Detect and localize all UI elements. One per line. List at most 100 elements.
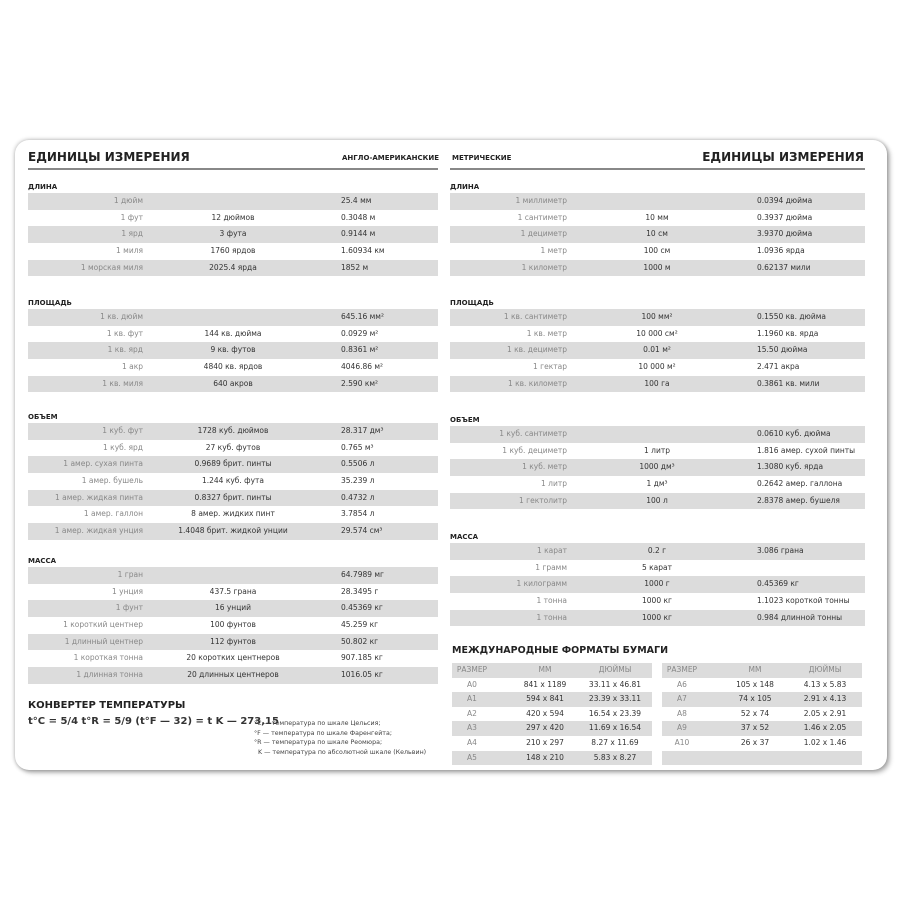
paper-cell: 52 x 74 <box>740 708 770 718</box>
paper-header-cell: ММ <box>748 665 762 674</box>
metric-cell: 0.0929 м² <box>341 328 379 338</box>
conversion-table: 1 карат 0.2 г 3.086 грана 1 грамм 5 карат 1 к… <box>450 543 865 627</box>
metric-cell: 0.5506 л <box>341 459 375 469</box>
table-row: 1 кв. фут 144 кв. дюйма 0.0929 м² <box>28 326 438 343</box>
unit-cell: 1 куб. фут <box>102 426 143 435</box>
unit-cell: 1 тонна <box>536 612 567 622</box>
paper-row: A6 105 x 148 4.13 x 5.83 <box>662 678 862 693</box>
equivalent-cell: 0.01 м² <box>643 345 671 355</box>
equivalent-cell: 5 карат <box>641 562 672 572</box>
left-subtitle: АНГЛО-АМЕРИКАНСКИЕ <box>341 154 439 162</box>
equivalent-cell: 4840 кв. ярдов <box>203 362 263 372</box>
table-row: 1 сантиметр 10 мм 0.3937 дюйма <box>450 210 865 227</box>
unit-cell: 1 амер. бушель <box>81 476 143 486</box>
paper-row: A3 297 x 420 11.69 x 16.54 <box>452 721 652 736</box>
paper-cell: 37 x 52 <box>740 723 770 733</box>
unit-cell: 1 кв. километр <box>507 378 567 388</box>
unit-cell: 1 амер. сухая пинта <box>63 459 143 469</box>
metric-cell: 1.3080 куб. ярда <box>757 462 824 472</box>
table-row: 1 куб. сантиметр 0.0610 куб. дюйма <box>450 426 865 443</box>
metric-cell: 1.816 амер. сухой пинты <box>757 445 856 455</box>
paper-cell: A6 <box>677 679 687 689</box>
unit-cell: 1 гран <box>117 570 143 579</box>
table-row: 1 амер. жидкая пинта 0.8327 брит. пинты 0.… <box>28 489 438 507</box>
paper-cell: A5 <box>467 752 477 762</box>
paper-cell: 23.39 x 33.11 <box>588 694 642 704</box>
paper-table-left: РАЗМЕР ММ ДЮЙМЫ A0 841 x 1189 33.11 x 46.81 A1… <box>452 663 652 766</box>
left-title: ЕДИНИЦЫ ИЗМЕРЕНИЯ <box>28 150 190 164</box>
metric-cell: 0.4732 л <box>341 492 375 502</box>
paper-cell: 297 x 420 <box>526 723 564 733</box>
unit-cell: 1 килограмм <box>516 579 567 589</box>
metric-cell: 50.802 кг <box>341 636 379 646</box>
unit-cell: 1 унция <box>112 586 143 596</box>
equivalent-cell: 10 мм <box>645 212 669 222</box>
unit-cell: 1 дециметр <box>520 229 567 239</box>
paper-cell: 11.69 x 16.54 <box>588 723 642 733</box>
unit-cell: 1 кв. сантиметр <box>503 312 567 321</box>
metric-cell: 0.62137 мили <box>757 262 811 272</box>
equivalent-cell: 16 унций <box>214 603 252 613</box>
paper-cell: 841 x 1189 <box>523 679 567 689</box>
section-title: МАССА <box>450 533 479 541</box>
paper-cell: A2 <box>467 708 477 718</box>
table-row: 1 гектолитр 100 л 2.8378 амер. бушеля <box>450 492 865 510</box>
unit-cell: 1 гектар <box>533 362 567 372</box>
note-kelvin: K — температура по абсолютной шкале (Кел… <box>258 748 427 756</box>
table-row: 1 литр 1 дм³ 0.2642 амер. галлона <box>450 476 865 493</box>
conversion-table: 1 куб. фут 1728 куб. дюймов 28.317 дм³ 1 ку… <box>28 423 438 540</box>
equivalent-cell: 0.9689 брит. пинты <box>194 459 272 469</box>
paper-cell: 1.46 x 2.05 <box>803 723 847 733</box>
metric-cell: 907.185 кг <box>341 653 383 663</box>
table-row: 1 гектар 10 000 м² 2.471 акра <box>450 359 865 376</box>
paper-cell: A7 <box>677 694 687 704</box>
metric-cell: 0.3937 дюйма <box>757 212 813 222</box>
paper-header-cell: РАЗМЕР <box>456 665 488 674</box>
paper-row: A5 148 x 210 5.83 x 8.27 <box>452 750 652 766</box>
unit-cell: 1 длинный центнер <box>64 636 143 646</box>
table-row: 1 метр 100 см 1.0936 ярда <box>450 243 865 260</box>
equivalent-cell: 10 см <box>646 229 668 239</box>
paper-header-cell: ДЮЙМЫ <box>808 665 842 674</box>
unit-cell: 1 кв. дециметр <box>506 345 567 355</box>
equivalent-cell: 1.4048 брит. жидкой унции <box>178 526 288 536</box>
equivalent-cell: 1000 кг <box>642 612 672 622</box>
table-row: 1 куб. дециметр 1 литр 1.816 амер. сухой п… <box>450 443 865 460</box>
equivalent-cell: 100 мм² <box>641 312 673 321</box>
conversion-table: 1 миллиметр 0.0394 дюйма 1 сантиметр 10 мм 0… <box>450 193 865 277</box>
paper-header-cell: ММ <box>538 665 552 674</box>
equivalent-cell: 640 акров <box>213 378 253 388</box>
metric-cell: 29.574 см³ <box>341 526 383 536</box>
section-title: ОБЪЕМ <box>28 413 58 421</box>
table-row: 1 куб. фут 1728 куб. дюймов 28.317 дм³ <box>28 423 438 440</box>
metric-cell: 64.7989 мг <box>341 570 384 579</box>
paper-header-row: РАЗМЕР ММ ДЮЙМЫ <box>662 663 862 678</box>
paper-row <box>662 750 862 766</box>
note-celsius: °C — температура по шкале Цельсия; <box>254 720 381 727</box>
equivalent-cell: 100 га <box>644 378 670 388</box>
table-row: 1 длинная тонна 20 длинных центнеров 1016.… <box>28 667 438 684</box>
converter-title: КОНВЕРТЕР ТЕМПЕРАТУРЫ <box>28 700 186 711</box>
unit-cell: 1 карат <box>536 546 567 555</box>
paper-cell: 5.83 x 8.27 <box>593 752 637 762</box>
unit-cell: 1 короткий центнер <box>63 620 143 630</box>
metric-cell: 3.086 грана <box>757 546 804 555</box>
table-row: 1 кв. сантиметр 100 мм² 0.1550 кв. дюйма <box>450 309 865 326</box>
paper-cell: 33.11 x 46.81 <box>588 679 642 689</box>
unit-cell: 1 морская миля <box>80 262 143 272</box>
paper-cell: 420 x 594 <box>526 708 564 718</box>
metric-cell: 0.45369 кг <box>341 603 383 613</box>
metric-cell: 3.7854 л <box>341 509 375 519</box>
paper-cell: 16.54 x 23.39 <box>588 708 642 718</box>
paper-cell: 2.91 x 4.13 <box>803 694 847 704</box>
unit-cell: 1 фут <box>120 212 143 222</box>
paper-header-row: РАЗМЕР ММ ДЮЙМЫ <box>452 663 652 678</box>
metric-cell: 28.317 дм³ <box>341 426 384 435</box>
equivalent-cell: 2025.4 ярда <box>209 262 257 272</box>
equivalent-cell: 112 фунтов <box>210 636 256 646</box>
table-row: 1 короткий центнер 100 фунтов 45.259 кг <box>28 617 438 634</box>
equivalent-cell: 1000 дм³ <box>639 462 675 472</box>
table-row: 1 фунт 16 унций 0.45369 кг <box>28 600 438 618</box>
paper-cell: 2.05 x 2.91 <box>803 708 847 718</box>
metric-cell: 0.3861 кв. мили <box>757 378 820 388</box>
